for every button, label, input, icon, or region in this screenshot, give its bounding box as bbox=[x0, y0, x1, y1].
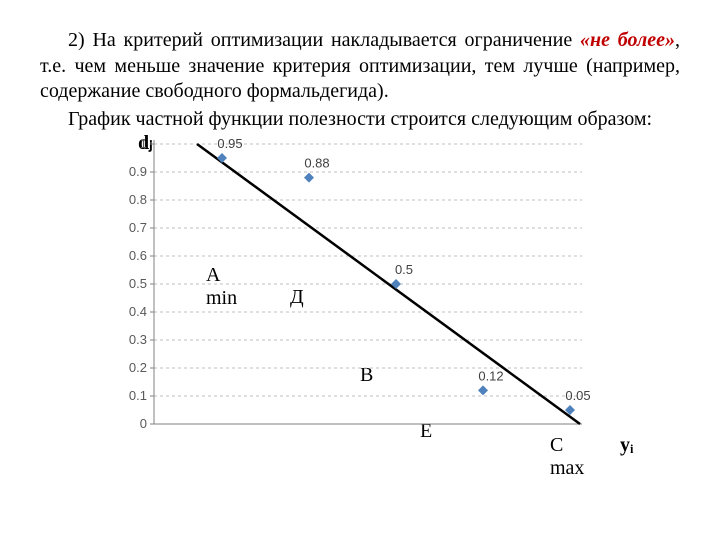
chart-container: dⱼ yᵢ А min Д В Е С max 00.10.20.30.40.5… bbox=[120, 134, 680, 479]
svg-text:0.05: 0.05 bbox=[565, 388, 590, 403]
svg-text:0.88: 0.88 bbox=[304, 156, 329, 171]
svg-text:0.2: 0.2 bbox=[129, 360, 147, 375]
svg-text:0.12: 0.12 bbox=[478, 369, 503, 384]
svg-text:0.3: 0.3 bbox=[129, 332, 147, 347]
svg-text:0: 0 bbox=[140, 416, 147, 431]
paragraph-1: 2) На критерий оптимизации накладывается… bbox=[40, 28, 680, 105]
svg-text:0.6: 0.6 bbox=[129, 248, 147, 263]
svg-text:0.95: 0.95 bbox=[217, 136, 242, 151]
svg-text:0.8: 0.8 bbox=[129, 192, 147, 207]
paragraph-2: График частной функции полезности строит… bbox=[40, 107, 680, 133]
para1-highlight: «не более» bbox=[580, 29, 675, 51]
svg-text:1: 1 bbox=[140, 136, 147, 151]
para1-pre: 2) На критерий оптимизации накладывается… bbox=[68, 29, 580, 51]
svg-text:0.4: 0.4 bbox=[129, 304, 147, 319]
svg-text:0.1: 0.1 bbox=[129, 388, 147, 403]
svg-text:0.9: 0.9 bbox=[129, 164, 147, 179]
svg-text:0.7: 0.7 bbox=[129, 220, 147, 235]
chart-svg: 0 0.1 0.2 0.3 0.4 0.5 0.6 0.7 0.8 0.9 1 0.95 0.88 0.5… bbox=[120, 134, 680, 479]
svg-text:0.5: 0.5 bbox=[395, 262, 413, 277]
svg-text:0.5: 0.5 bbox=[129, 276, 147, 291]
